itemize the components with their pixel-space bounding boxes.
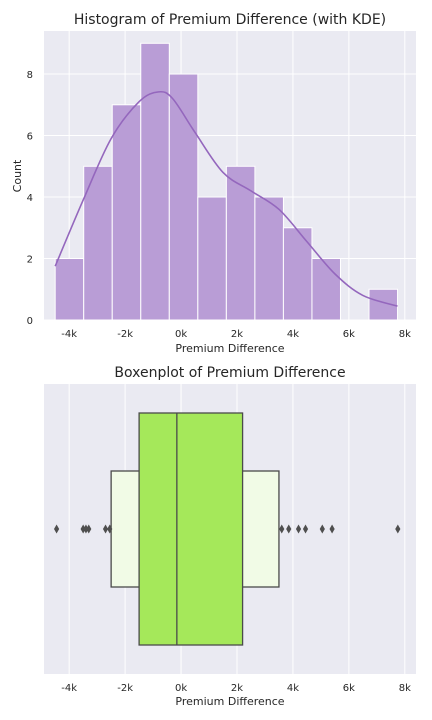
histogram-y-axis-label: Count [11,159,24,192]
outlier-point [295,524,302,534]
boxenplot-outliers [53,524,401,534]
outlier-point [102,524,109,534]
histogram-bar [225,165,256,321]
histogram-x-tick-label: 2k [231,329,243,340]
outlier-point [279,524,285,534]
histogram-x-tick-label: -4k [61,329,77,340]
kde-curve [54,90,398,307]
boxenplot-title: Boxenplot of Premium Difference [114,365,345,381]
boxenplot-x-tick-label: 0k [175,683,187,694]
outlier-point [83,524,89,534]
histogram-x-tick-label: 4k [287,329,299,340]
histogram-bar [111,104,142,321]
boxenplot-x-tick-label: 4k [287,683,299,694]
boxenplot-x-tick-label: -2k [117,683,133,694]
outlier-point [302,524,309,534]
histogram-bar [140,42,170,321]
boxenplot-x-tick-label: 2k [231,683,243,694]
boxenplot-x-tick-label: -4k [61,683,77,694]
histogram-x-tick-label: 8k [399,329,411,340]
histogram-bar [197,196,227,321]
histogram-y-tick-label: 6 [27,132,33,143]
histogram-x-tick-label: -2k [117,329,133,340]
outlier-point [395,524,401,534]
boxenplot-x-tick-label: 8k [399,683,411,694]
histogram-y-tick-label: 4 [27,193,33,204]
histogram-y-ticks: 0 2 4 6 8 [27,70,33,327]
outlier-point [53,524,60,534]
histogram-bar [54,258,85,321]
boxenplot-boxes [110,412,280,646]
histogram-bar [254,196,284,321]
histogram-x-ticks: -4k -2k 0k 2k 4k 6k 8k [61,329,411,340]
histogram-y-tick-label: 2 [27,255,33,266]
histogram-y-tick-label: 8 [27,70,33,81]
outlier-point [80,524,86,534]
histogram-bar [168,73,199,321]
histogram-y-tick-label: 0 [27,316,33,327]
boxen-box-level-1 [138,412,244,646]
boxenplot-x-axis-label: Premium Difference [175,695,284,708]
boxenplot-x-tick-label: 6k [343,683,355,694]
boxenplot-x-ticks: -4k -2k 0k 2k 4k 6k 8k [61,683,411,694]
outlier-point [107,524,113,534]
outlier-point [86,524,92,534]
outlier-point [319,524,325,534]
histogram-bars [54,42,399,321]
histogram-bar [311,258,341,321]
histogram-x-tick-label: 0k [175,329,187,340]
histogram-panel: Histogram of Premium Difference (with KD… [11,12,416,355]
histogram-x-axis-label: Premium Difference [175,342,284,355]
outlier-point [286,524,292,534]
outlier-point [329,524,335,534]
histogram-title: Histogram of Premium Difference (with KD… [74,12,386,28]
boxenplot-panel: Boxenplot of Premium Difference -4k -2k 0k… [44,365,416,708]
histogram-x-tick-label: 6k [343,329,355,340]
